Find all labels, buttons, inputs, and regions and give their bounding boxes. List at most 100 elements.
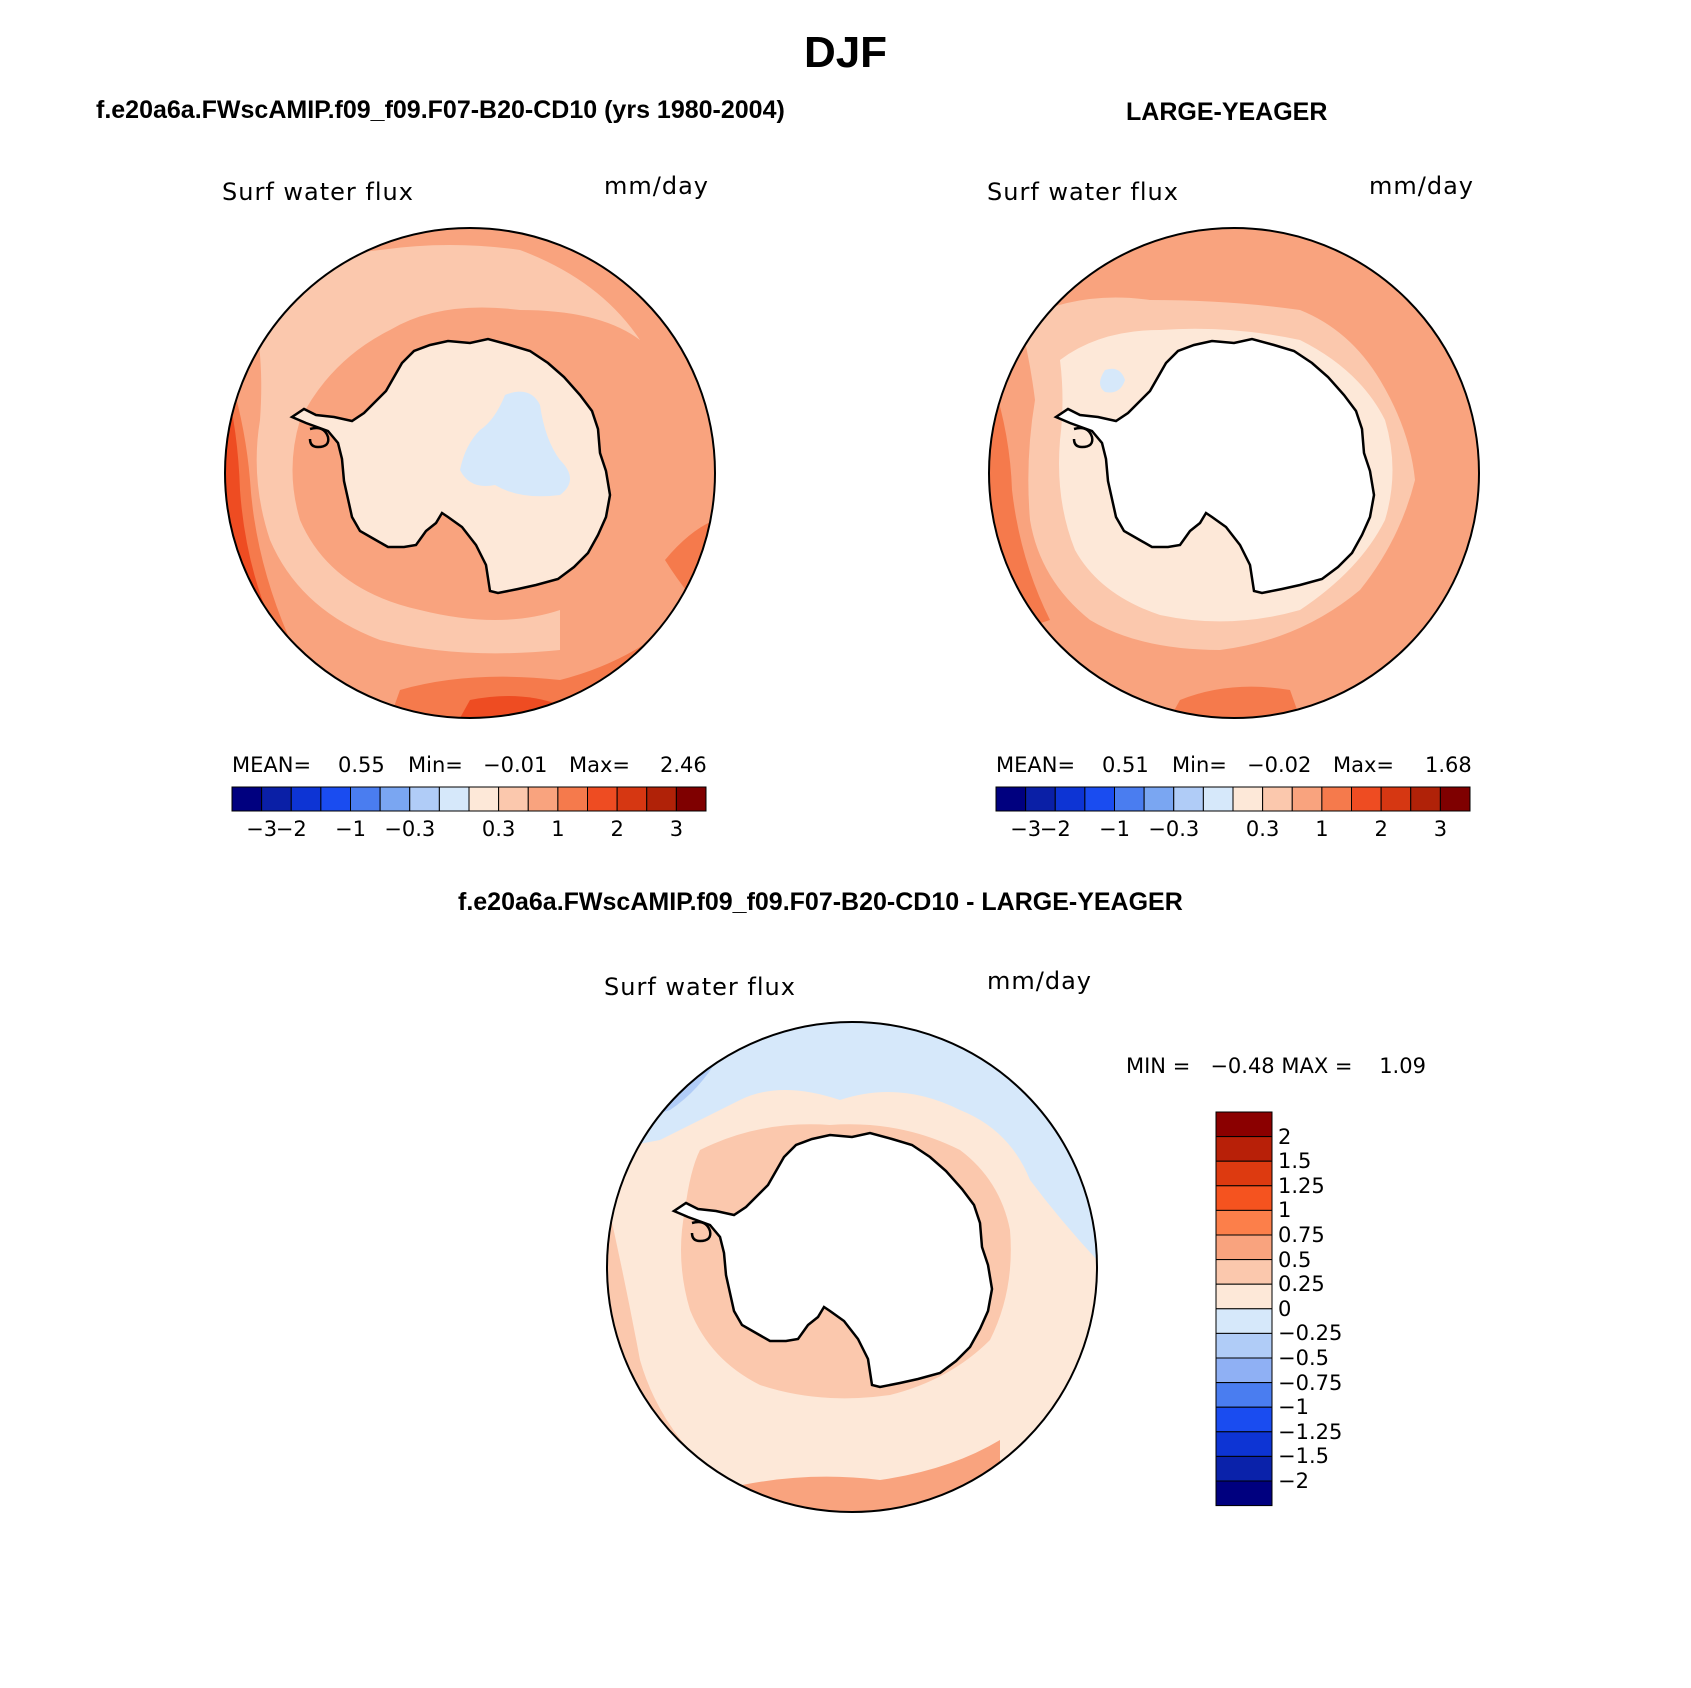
panel2-colorbar-tick-label: 3 [1433, 817, 1448, 841]
panel2-variable-label: Surf water flux [987, 178, 1179, 206]
panel3-colorbar-tick-label: 0 [1278, 1296, 1292, 1321]
panel3-colorbar-swatch [1215, 1283, 1273, 1310]
panel1-colorbar-tick-label: −0.3 [384, 817, 436, 841]
panel3-colorbar-swatch [1215, 1480, 1273, 1507]
panel1-band-low [250, 245, 640, 654]
panel2-colorbar-swatch [1054, 786, 1086, 812]
panel2-ice-blue [1100, 368, 1125, 393]
panel3-colorbar-swatch [1215, 1136, 1273, 1162]
panel3-colorbar-tick-label: 0.25 [1278, 1272, 1325, 1297]
panel1-colorbar-swatch [320, 786, 351, 812]
panel3-colorbar-swatch [1215, 1455, 1273, 1482]
panel2-map [988, 227, 1480, 719]
panel2-colorbar-swatch [1084, 786, 1115, 812]
panel3-colorbar-swatch [1215, 1357, 1273, 1384]
panel3-units-label: mm/day [987, 967, 1092, 995]
panel1-map-border [224, 227, 716, 719]
panel2-colorbar-tick-label: 0.3 [1245, 817, 1280, 841]
panel2-colorbar-swatch [995, 786, 1027, 812]
panel3-colorbar-swatch [1215, 1160, 1273, 1187]
panel1-colorbar-swatch [587, 786, 618, 812]
panel3-colorbar-swatch [1215, 1234, 1273, 1261]
panel2-colorbar-swatch [1291, 786, 1323, 812]
panel1-colorbar-swatch [646, 786, 677, 812]
panel3-colorbar-tick-label: −1.5 [1278, 1444, 1329, 1469]
panel2-colorbar-swatch [1410, 786, 1441, 812]
panel3-colorbar-swatch [1215, 1209, 1273, 1236]
panel1-colorbar-swatch [468, 786, 500, 812]
panel1-colorbar [231, 786, 707, 812]
panel1-map [224, 227, 716, 719]
panel1-colorbar-tick-label: 1 [551, 817, 565, 841]
panel3-colorbar-swatch [1215, 1406, 1273, 1433]
panel2-colorbar-swatch [1232, 786, 1264, 812]
panel1-colorbar-swatch [350, 786, 381, 812]
panel1-colorbar-tick-label: −3 [246, 817, 278, 841]
panel3-colorbar-tick-label: −0.25 [1278, 1321, 1343, 1346]
panel1-colorbar-tick-label: 3 [669, 817, 684, 841]
panel1-variable-label: Surf water flux [222, 178, 414, 206]
panel3-colorbar-tick-label: −0.75 [1278, 1370, 1343, 1395]
panel3-colorbar-tick-label: 1 [1278, 1198, 1292, 1223]
panel2-colorbar-swatch [1262, 786, 1293, 812]
panel3-colorbar-swatch [1215, 1185, 1273, 1211]
panel1-max-label: Max= [569, 753, 631, 777]
panel1-colorbar-swatch [527, 786, 559, 812]
panel2-colorbar [995, 786, 1471, 812]
panel3-colorbar-swatch [1215, 1259, 1273, 1285]
panel2-colorbar-swatch [1202, 786, 1234, 812]
panel2-colorbar-swatch [1173, 786, 1204, 812]
panel3-colorbar-tick-label: −0.5 [1278, 1346, 1329, 1370]
panel1-colorbar-swatch [675, 786, 707, 812]
panel3-colorbar-tick-label: 1.25 [1278, 1173, 1325, 1198]
panel1-title: f.e20a6a.FWscAMIP.f09_f09.F07-B20-CD10 (… [96, 96, 785, 124]
panel3-colorbar-tick-label: 0.75 [1278, 1223, 1325, 1247]
panel2-band-high-south [1170, 686, 1300, 718]
panel3-colorbar-swatch [1215, 1332, 1273, 1359]
panel3-colorbar-tick-label: −1 [1278, 1395, 1309, 1420]
panel1-colorbar-swatch [498, 786, 529, 812]
panel2-units-label: mm/day [1369, 172, 1474, 200]
panel2-colorbar-tick-label: −2 [1039, 817, 1071, 841]
panel3-map-border [606, 1021, 1098, 1513]
panel2-colorbar-swatch [1380, 786, 1412, 812]
panel3-band-negative-north [607, 1022, 1097, 1260]
panel2-max-label: Max= [1333, 753, 1395, 777]
panel2-min-value: −0.02 [1247, 753, 1312, 777]
panel2-colorbar-swatch [1351, 786, 1382, 812]
panel1-colorbar-swatch [290, 786, 322, 812]
panel2-min-label: Min= [1172, 753, 1227, 777]
panel2-max-value: 1.68 [1425, 753, 1472, 777]
panel2-title: LARGE-YEAGER [1126, 98, 1328, 126]
panel3-colorbar-tick-label: 2 [1278, 1124, 1292, 1149]
panel2-colorbar-swatch [1025, 786, 1056, 812]
panel1-colorbar-swatch [261, 786, 292, 812]
panel2-map-border [988, 227, 1480, 719]
panel3-colorbar-tick-label: 1.5 [1278, 1149, 1312, 1174]
figure-title: DJF [803, 28, 888, 77]
panel3-title: f.e20a6a.FWscAMIP.f09_f09.F07-B20-CD10 -… [458, 888, 1183, 916]
panel1-colorbar-tick-label: 2 [610, 817, 624, 841]
panel3-colorbar-swatch [1215, 1111, 1273, 1138]
panel1-mean-label: MEAN= [232, 753, 312, 777]
panel2-colorbar-swatch [1439, 786, 1471, 812]
panel1-mean-value: 0.55 [338, 753, 385, 777]
panel3-colorbar-swatch [1215, 1431, 1273, 1457]
panel2-mean-label: MEAN= [996, 753, 1076, 777]
panel2-colorbar-tick-label: 2 [1374, 817, 1388, 841]
panel2-colorbar-swatch [1321, 786, 1352, 812]
panel2-mean-value: 0.51 [1102, 753, 1149, 777]
panel1-units-label: mm/day [604, 172, 709, 200]
panel3-colorbar-tick-label: −2 [1278, 1469, 1309, 1493]
panel3-colorbar-tick-label: −1.25 [1278, 1419, 1343, 1444]
panel2-colorbar-tick-label: −1 [1099, 817, 1130, 841]
panel3-band-positive-south [720, 1440, 1000, 1512]
panel1-colorbar-swatch [379, 786, 411, 812]
panel1-colorbar-swatch [438, 786, 470, 812]
panel1-min-label: Min= [408, 753, 463, 777]
panel3-band-zero-south [720, 1390, 990, 1451]
panel2-colorbar-tick-label: 1 [1315, 817, 1329, 841]
panel3-minmax: MIN = −0.48 MAX = 1.09 [1126, 1054, 1426, 1078]
panel2-colorbar-tick-label: −3 [1010, 817, 1042, 841]
